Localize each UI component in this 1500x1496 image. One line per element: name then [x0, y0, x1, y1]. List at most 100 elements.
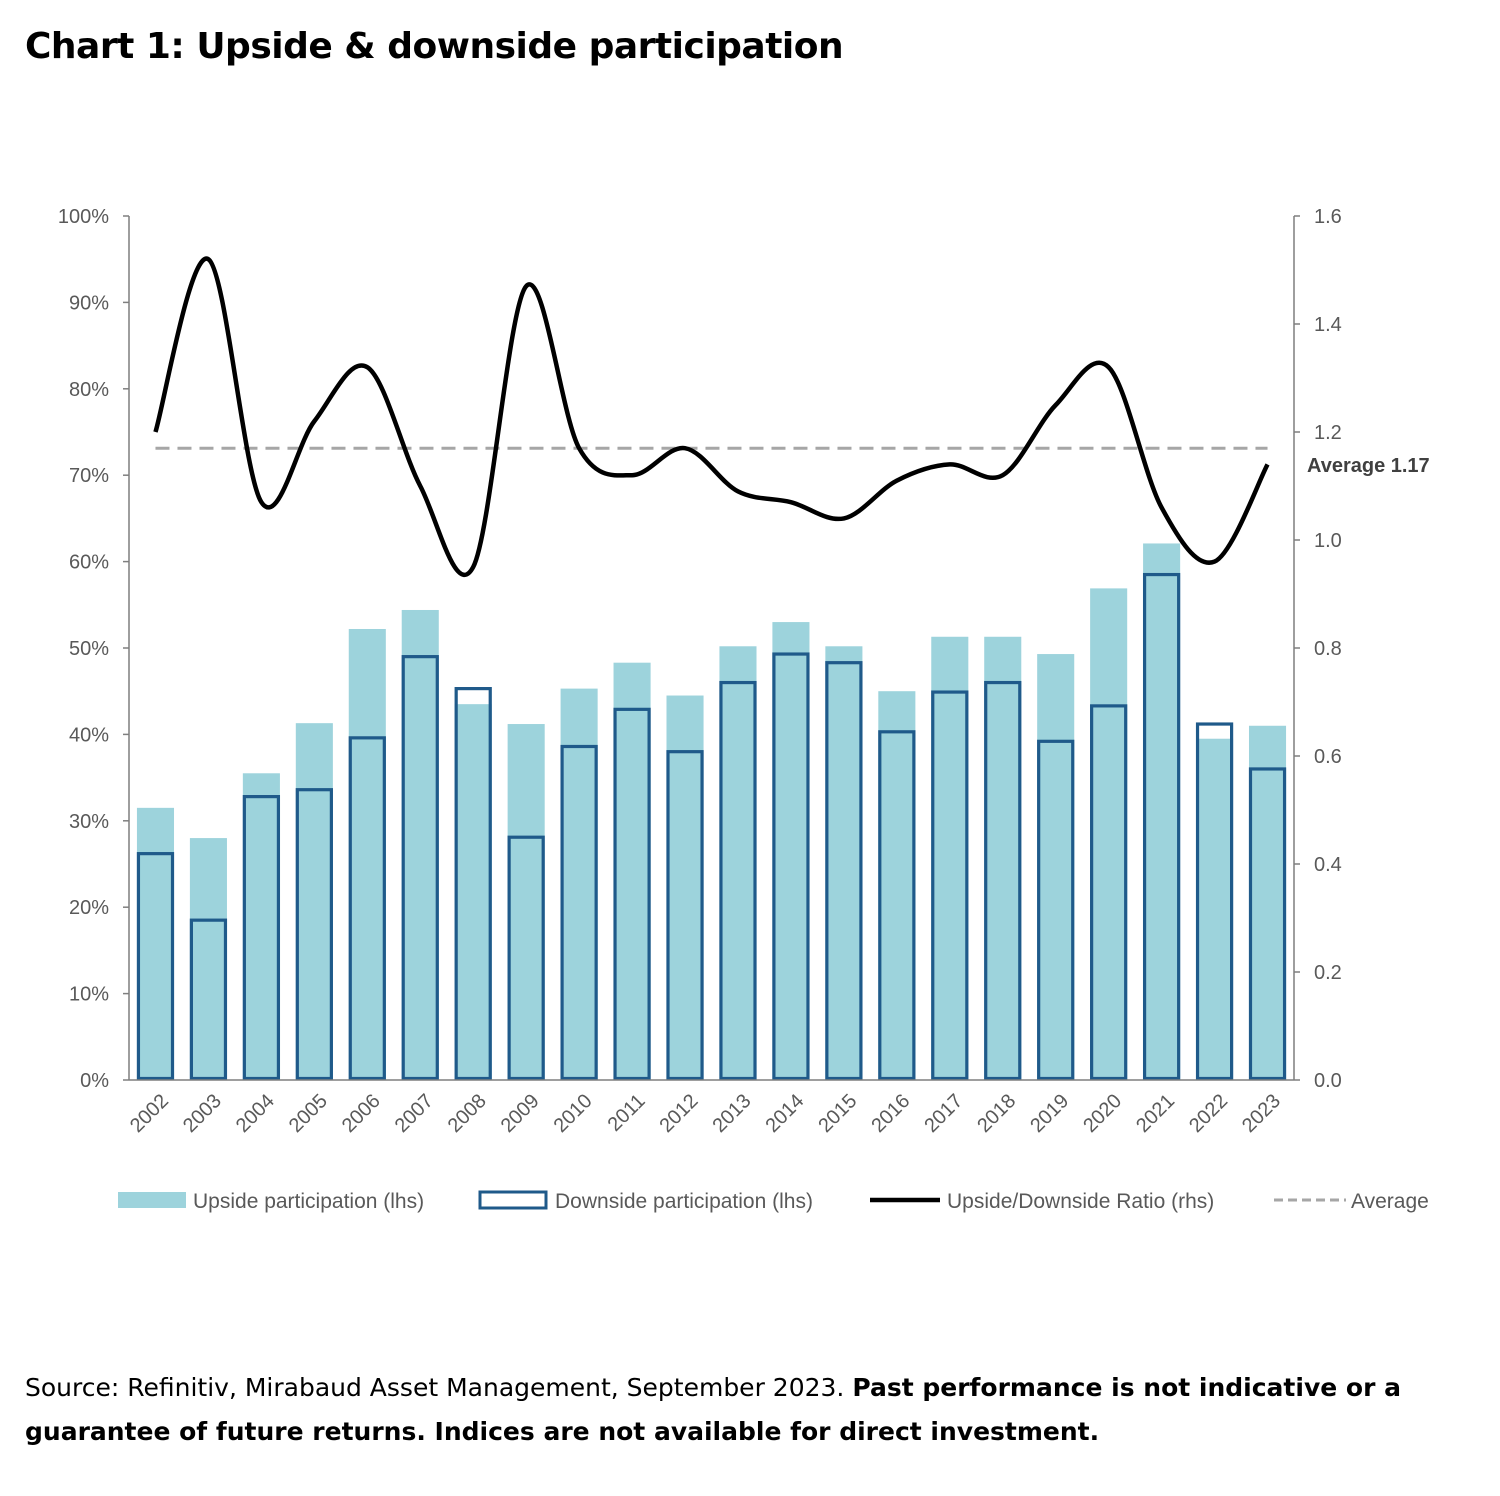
x-tick-label-2009: 2009 — [497, 1090, 544, 1137]
upside-bar-2006 — [348, 628, 386, 1080]
right-tick-label: 0.2 — [1314, 962, 1342, 984]
left-tick-label: 70% — [69, 465, 109, 487]
upside-bar-2018 — [984, 636, 1022, 1080]
right-tick-label: 1.4 — [1314, 314, 1342, 336]
upside-bar-2020 — [1090, 588, 1128, 1080]
ratio-line — [153, 256, 1270, 578]
right-tick-label: 0.6 — [1314, 746, 1342, 768]
upside-bar-2002 — [136, 807, 175, 1080]
x-tick-label-2012: 2012 — [656, 1090, 703, 1137]
upside-bar-2021 — [1143, 543, 1181, 1080]
downside-bar-2007 — [401, 655, 439, 1081]
legend-label-upside: Upside participation (lhs) — [193, 1190, 424, 1213]
downside-bar-2009 — [507, 835, 545, 1081]
upside-bar-2004 — [242, 773, 280, 1080]
right-tick-label: 1.2 — [1314, 422, 1342, 444]
left-tick-label: 30% — [69, 811, 109, 833]
left-tick-label: 20% — [69, 897, 109, 919]
downside-bar-2022 — [1195, 722, 1234, 1081]
downside-bar-2011 — [613, 707, 651, 1081]
x-tick-label-2013: 2013 — [708, 1090, 755, 1137]
upside-bar-2007 — [401, 609, 439, 1080]
downside-bar-2006 — [348, 736, 386, 1081]
x-tick-label-2016: 2016 — [867, 1090, 914, 1137]
x-tick-label-2015: 2015 — [814, 1090, 861, 1137]
upside-bar-2016 — [878, 691, 916, 1080]
upside-bar-2008 — [454, 704, 492, 1080]
upside-bar-2014 — [772, 622, 810, 1080]
downside-bar-2021 — [1142, 572, 1181, 1081]
x-tick-label-2019: 2019 — [1026, 1090, 1073, 1137]
upside-bar-2013 — [719, 646, 757, 1080]
x-tick-label-2011: 2011 — [604, 1090, 650, 1136]
downside-bar-2004 — [242, 795, 281, 1081]
downside-bar-2003 — [189, 918, 228, 1081]
combo-chart: 0% 10% 20% 30% 40% 50% 60% 70% 80% 90% 100% 0.0 0.2 0… — [58, 206, 1430, 1213]
left-tick-label: 100% — [58, 206, 109, 228]
upside-bar-2017 — [931, 636, 969, 1080]
average-annotation: Average 1.17 — [1307, 455, 1430, 477]
left-tick-label: 50% — [69, 638, 109, 660]
source-note: Source: Refinitiv, Mirabaud Asset Manage… — [25, 1366, 1475, 1454]
upside-bar-2022 — [1196, 738, 1234, 1080]
downside-bar-2014 — [772, 652, 810, 1081]
x-tick-label-2023: 2023 — [1238, 1090, 1285, 1137]
left-tick-label: 40% — [69, 724, 109, 746]
downside-bar-2010 — [560, 744, 598, 1081]
upside-bar-2011 — [613, 662, 651, 1080]
right-tick-label: 0.0 — [1314, 1070, 1342, 1092]
right-tick-label: 0.4 — [1314, 854, 1342, 876]
x-tick-label-2010: 2010 — [550, 1090, 597, 1137]
downside-bars — [136, 572, 1287, 1081]
left-tick-label: 10% — [69, 984, 109, 1006]
legend-label-ratio: Upside/Downside Ratio (rhs) — [947, 1190, 1214, 1213]
upside-bar-2019 — [1037, 654, 1075, 1080]
upside-bar-2010 — [560, 688, 598, 1080]
upside-bar-2015 — [825, 646, 863, 1080]
downside-bar-2015 — [825, 661, 863, 1081]
x-tick-label-2018: 2018 — [973, 1090, 1020, 1137]
x-tick-label-2017: 2017 — [920, 1090, 967, 1137]
downside-bar-2017 — [931, 690, 969, 1081]
left-tick-label: 90% — [69, 292, 109, 314]
x-tick-label-2002: 2002 — [126, 1090, 173, 1137]
downside-bar-2019 — [1037, 739, 1075, 1081]
source-text: Source: Refinitiv, Mirabaud Asset Manage… — [25, 1373, 853, 1402]
downside-bar-2016 — [878, 730, 916, 1081]
downside-bar-2008 — [454, 687, 492, 1081]
upside-bar-2003 — [189, 838, 227, 1080]
legend-swatch-upside — [118, 1192, 186, 1208]
upside-bar-2012 — [666, 695, 704, 1080]
x-tick-label-2007: 2007 — [391, 1090, 438, 1137]
legend-swatch-downside — [478, 1190, 548, 1210]
disclaimer-text: Past performance is not indicative or a … — [25, 1373, 1401, 1446]
legend-label-downside: Downside participation (lhs) — [555, 1190, 813, 1213]
downside-bar-2018 — [984, 680, 1022, 1081]
right-tick-label: 1.0 — [1314, 530, 1342, 552]
downside-bar-2013 — [719, 680, 757, 1081]
x-tick-label-2004: 2004 — [232, 1090, 279, 1137]
x-tick-label-2021: 2021 — [1132, 1090, 1179, 1137]
downside-bar-2005 — [295, 788, 333, 1081]
upside-bar-2023 — [1248, 725, 1287, 1080]
left-tick-label: 60% — [69, 552, 109, 574]
chart-title: Chart 1: Upside & downside participation — [25, 26, 844, 67]
x-tick-label-2005: 2005 — [285, 1090, 332, 1137]
downside-bar-2023 — [1248, 767, 1287, 1081]
x-tick-label-2006: 2006 — [338, 1090, 385, 1137]
x-tick-label-2003: 2003 — [179, 1090, 226, 1137]
x-tick-label-2008: 2008 — [444, 1090, 491, 1137]
downside-bar-2002 — [136, 852, 175, 1081]
x-tick-label-2014: 2014 — [761, 1090, 808, 1137]
left-tick-label: 80% — [69, 379, 109, 401]
upside-bar-2005 — [295, 723, 333, 1080]
downside-bar-2020 — [1090, 704, 1128, 1081]
x-tick-label-2020: 2020 — [1079, 1090, 1126, 1137]
upside-bars — [136, 543, 1287, 1080]
right-tick-label: 1.6 — [1314, 206, 1342, 228]
upside-bar-2009 — [507, 724, 545, 1080]
left-tick-label: 0% — [80, 1070, 109, 1092]
downside-bar-2012 — [666, 750, 704, 1081]
x-tick-label-2022: 2022 — [1185, 1090, 1232, 1137]
right-tick-label: 0.8 — [1314, 638, 1342, 660]
